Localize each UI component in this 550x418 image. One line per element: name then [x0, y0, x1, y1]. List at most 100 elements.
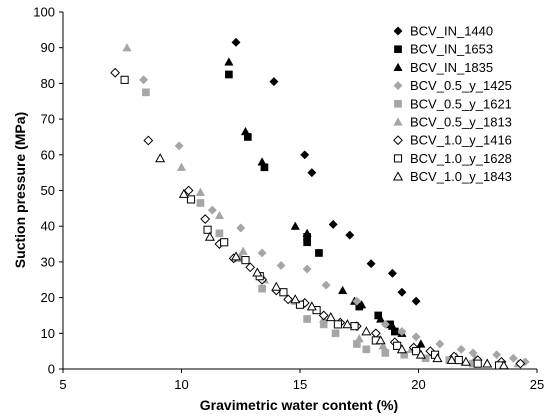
data-point — [321, 280, 331, 290]
data-point — [375, 335, 386, 345]
legend-item: BCV_0.5_y_1813 — [393, 115, 512, 130]
data-point — [361, 326, 372, 336]
data-point — [325, 312, 336, 322]
data-point — [195, 187, 206, 196]
legend-label: BCV_IN_1653 — [410, 42, 493, 57]
legend-label: BCV_IN_1835 — [410, 60, 493, 75]
series-4 — [142, 88, 477, 368]
legend-marker — [393, 26, 403, 36]
data-point — [416, 339, 426, 348]
legend-item: BCV_1.0_y_1628 — [393, 151, 512, 166]
data-point — [196, 199, 205, 207]
data-point — [120, 75, 129, 84]
x-tick-label: 5 — [59, 377, 66, 392]
data-point — [342, 319, 353, 329]
data-point — [238, 246, 248, 255]
y-tick-label: 90 — [41, 40, 55, 55]
series-1 — [225, 70, 399, 336]
legend-item: BCV_IN_1440 — [393, 24, 493, 39]
data-point — [354, 333, 364, 343]
y-tick-label: 80 — [41, 76, 55, 91]
data-point — [290, 294, 301, 304]
data-point — [492, 350, 502, 360]
legend-marker — [392, 171, 404, 181]
data-point — [155, 153, 166, 163]
x-tick-label: 20 — [411, 377, 425, 392]
data-point — [333, 320, 342, 329]
data-point — [230, 251, 242, 261]
data-point — [456, 344, 466, 354]
data-point — [393, 341, 402, 350]
legend-label: BCV_1.0_y_1628 — [410, 151, 512, 166]
data-points — [110, 37, 530, 370]
data-point — [186, 195, 196, 204]
data-point — [224, 57, 234, 66]
data-point — [257, 248, 267, 258]
data-point — [303, 238, 311, 247]
data-point — [397, 287, 407, 297]
data-point — [203, 225, 212, 234]
data-point — [415, 349, 426, 359]
data-point — [352, 296, 362, 306]
data-point — [290, 221, 300, 230]
data-point — [236, 223, 246, 233]
legend-label: BCV_1.0_y_1416 — [410, 133, 512, 148]
data-point — [241, 256, 250, 265]
data-point — [454, 356, 463, 365]
data-point — [482, 358, 493, 368]
data-point — [283, 294, 294, 305]
data-point — [245, 262, 256, 273]
data-point — [207, 205, 217, 215]
data-point — [302, 228, 312, 237]
data-point — [350, 322, 359, 331]
legend-label: BCV_0.5_y_1813 — [410, 115, 512, 130]
data-point — [231, 37, 241, 47]
data-point — [331, 329, 340, 338]
tick-labels: 0 10 20 30 40 50 60 70 80 90 100 5 10 15 20 25 — [33, 5, 544, 393]
data-point — [387, 268, 397, 278]
legend-item: BCV_1.0_y_1416 — [393, 133, 512, 148]
data-point — [432, 353, 443, 363]
data-point — [142, 88, 150, 97]
data-point — [508, 353, 518, 363]
data-point — [303, 315, 311, 323]
data-point — [362, 345, 371, 354]
y-tick-label: 40 — [41, 219, 55, 234]
data-point — [183, 185, 194, 196]
data-point — [328, 219, 338, 229]
data-point — [387, 321, 398, 330]
legend-marker — [393, 135, 403, 146]
legend-label: BCV_0.5_y_1621 — [410, 96, 512, 111]
data-point — [345, 230, 355, 240]
data-point — [176, 162, 187, 171]
data-point — [380, 319, 390, 329]
data-point — [271, 281, 282, 291]
data-point — [378, 341, 388, 350]
data-point — [220, 238, 229, 247]
data-point — [240, 126, 251, 136]
data-point — [143, 135, 154, 146]
y-tick-label: 20 — [41, 290, 55, 305]
legend-item: BCV_IN_1835 — [393, 60, 493, 75]
data-point — [435, 339, 445, 349]
y-tick-label: 30 — [41, 254, 55, 269]
x-tick-label: 25 — [530, 377, 544, 392]
legend-marker — [394, 99, 402, 108]
data-point — [300, 150, 310, 160]
x-axis-title: Gravimetric water content (%) — [200, 397, 398, 413]
data-point — [473, 359, 482, 368]
data-point — [397, 326, 407, 337]
data-point — [139, 75, 149, 85]
data-point — [122, 42, 132, 52]
legend-marker — [394, 45, 402, 54]
data-point — [204, 231, 215, 241]
legend: BCV_IN_1440 BCV_IN_1653 BCV_IN_1835 BCV_0.5… — [392, 24, 512, 184]
y-tick-label: 10 — [41, 326, 55, 341]
data-point — [200, 214, 211, 224]
data-point — [338, 285, 348, 295]
data-point — [381, 349, 390, 357]
series-7 — [120, 75, 504, 370]
data-point — [412, 347, 421, 356]
data-point — [215, 229, 224, 238]
